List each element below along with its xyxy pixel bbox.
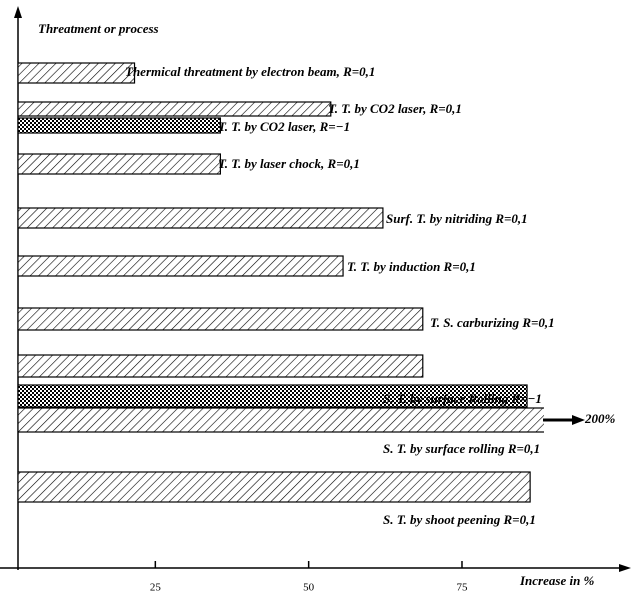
bar-label: S. T. by shoot peening R=0,1: [383, 512, 536, 527]
x-axis-label: Increase in %: [519, 573, 595, 588]
bar-label: S. T. by surface Rolling R=−1: [383, 391, 542, 406]
bar-label: T. T. by CO2 laser, R=0,1: [328, 101, 462, 116]
bar-label: S. T. by surface rolling R=0,1: [383, 441, 540, 456]
bar: [18, 117, 221, 134]
bar: [18, 62, 136, 84]
bar-label: Thermical threatment by electron beam, R…: [125, 64, 375, 79]
bar: [18, 354, 424, 378]
bar: [18, 255, 344, 277]
bar-label: Surf. T. by nitriding R=0,1: [386, 211, 528, 226]
bar-label: T. S. carburizing R=0,1: [430, 315, 555, 330]
bar: [18, 384, 528, 408]
bar: [18, 207, 384, 229]
bar: [18, 153, 221, 175]
y-axis-label: Threatment or process: [38, 21, 159, 36]
bar-label: T. T. by CO2 laser, R=−1: [218, 119, 350, 134]
bar-label: T. T. by induction R=0,1: [347, 259, 476, 274]
y-axis-arrow: [14, 6, 22, 18]
overflow-arrow-head: [572, 415, 585, 425]
x-tick-label: 50: [303, 582, 315, 594]
bar: [18, 407, 544, 433]
x-axis-arrow: [619, 564, 631, 572]
bar: [18, 307, 424, 331]
value-label: 200%: [584, 411, 616, 426]
bar: [18, 101, 332, 117]
x-tick-label: 25: [150, 582, 162, 594]
bar-label: T. T. by laser chock, R=0,1: [218, 156, 360, 171]
x-tick-label: 75: [456, 582, 468, 594]
bar: [18, 471, 531, 503]
